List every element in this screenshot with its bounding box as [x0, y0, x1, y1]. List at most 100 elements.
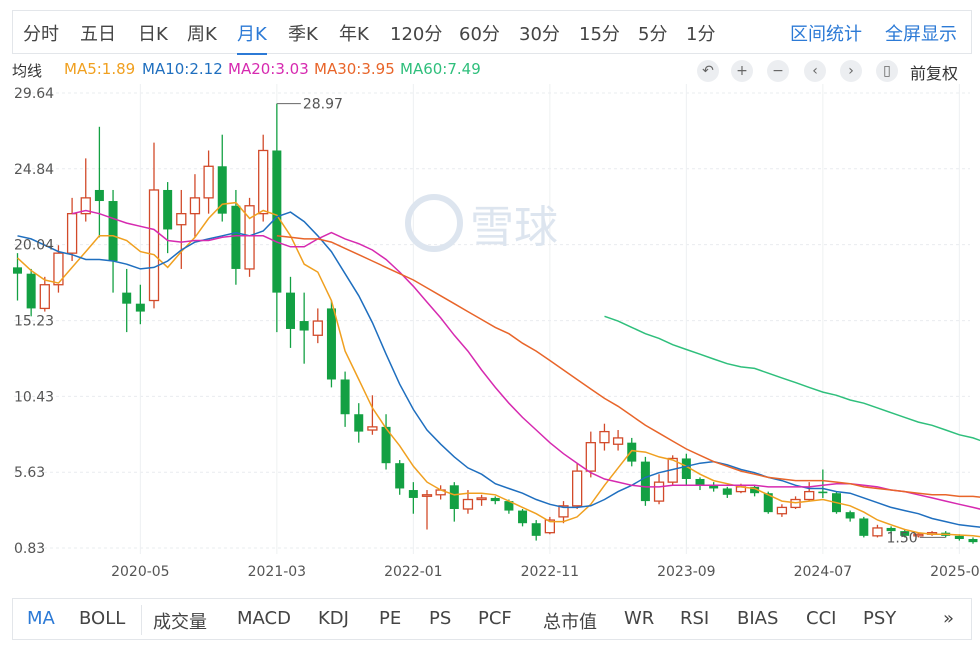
tab-period-3[interactable]: 周K — [187, 24, 217, 45]
candle-body — [286, 292, 295, 329]
ma-line-ma10 — [17, 211, 980, 528]
candle-body — [518, 510, 528, 524]
more-indicators-icon[interactable]: » — [943, 608, 955, 629]
ma-legend-item: MA10:2.12 — [142, 60, 223, 78]
ma-legend-item: MA5:1.89 — [64, 60, 136, 78]
candle-body — [585, 442, 596, 472]
x-tick-label: 2022-11 — [521, 564, 580, 580]
range-icon[interactable]: ▯ — [876, 60, 898, 82]
indicator-tab-11[interactable]: BIAS — [737, 608, 779, 629]
candle-body — [381, 426, 391, 464]
tab-period-8[interactable]: 60分 — [459, 24, 500, 45]
candle-body — [258, 149, 269, 215]
candle-body — [845, 512, 855, 519]
zoom-out-icon[interactable]: − — [767, 60, 789, 82]
candle-body — [203, 165, 214, 199]
candle-body — [231, 205, 241, 269]
indicator-tab-10[interactable]: RSI — [680, 608, 710, 629]
y-tick-label: 20.04 — [14, 238, 54, 254]
candle-body — [572, 470, 583, 507]
candle-body — [804, 490, 815, 501]
x-tick-label: 2021-03 — [248, 564, 307, 580]
candle-body — [627, 442, 637, 462]
candle-body — [163, 189, 173, 230]
candle-body — [299, 321, 309, 331]
ma-line-ma30 — [276, 235, 980, 498]
candle-body — [709, 485, 719, 489]
candle-body — [176, 213, 187, 226]
indicator-tab-5[interactable]: PE — [379, 608, 402, 629]
candle-body — [80, 197, 91, 215]
candle-body — [790, 498, 801, 509]
candle-body — [94, 189, 104, 202]
indicator-tab-4[interactable]: KDJ — [318, 608, 349, 629]
adjust-mode-toggle[interactable]: 前复权 — [910, 64, 959, 83]
zoom-in-icon[interactable]: + — [731, 60, 753, 82]
candle-body — [681, 458, 691, 479]
candle-body — [599, 430, 610, 444]
y-tick-label: 24.84 — [14, 162, 54, 178]
period-tab-bar: 分时 五日 日K 周K 月K 季K 年K 120分 60分 30分 15分 5分 1分 区间统计 全屏显示 — [12, 10, 972, 55]
tab-period-1[interactable]: 五日 — [80, 24, 116, 45]
right-icon[interactable]: › — [840, 60, 862, 82]
ma-legend-label: 均线 — [12, 62, 43, 80]
tab-period-2[interactable]: 日K — [138, 24, 168, 45]
candle-body — [408, 490, 418, 498]
candle-body — [340, 379, 350, 415]
ma-legend-item: MA20:3.03 — [228, 60, 309, 78]
undo-icon[interactable]: ↶ — [697, 60, 719, 82]
y-tick-label: 29.64 — [14, 86, 54, 102]
candle-body — [695, 478, 705, 486]
candle-body — [135, 303, 145, 312]
tab-period-12[interactable]: 1分 — [686, 24, 716, 45]
min-value-label: 1.50 — [887, 530, 918, 546]
indicator-tab-12[interactable]: CCI — [806, 608, 837, 629]
ma-legend: 均线 MA5:1.89 MA10:2.12 MA20:3.03 MA30:3.95 MA… — [12, 60, 972, 82]
indicator-tab-2[interactable]: 成交量 — [153, 612, 207, 633]
candle-body — [859, 518, 869, 536]
indicator-tab-3[interactable]: MACD — [237, 608, 291, 629]
max-value-label: 28.97 — [303, 97, 343, 113]
candle-body — [39, 284, 50, 310]
candle-body — [421, 494, 433, 497]
kline-chart[interactable]: 雪球 29.64 24.84 20.04 15.23 10.43 5.63 0.83 2020-… — [0, 84, 980, 592]
candle-body — [763, 493, 773, 513]
indicator-tab-6[interactable]: PS — [429, 608, 452, 629]
tab-period-7[interactable]: 120分 — [390, 24, 443, 45]
indicator-tab-13[interactable]: PSY — [863, 608, 897, 629]
y-tick-label: 0.83 — [14, 541, 45, 557]
candle-body — [776, 506, 788, 515]
ma-line-ma60 — [604, 315, 980, 442]
candle-body — [312, 320, 323, 336]
candle-body — [504, 501, 514, 511]
indicator-tab-7[interactable]: PCF — [478, 608, 512, 629]
tab-period-0[interactable]: 分时 — [23, 24, 59, 45]
candle-body — [750, 486, 760, 494]
x-tick-label: 2023-09 — [657, 564, 716, 580]
candle-body — [53, 252, 64, 286]
tab-period-5[interactable]: 季K — [288, 24, 318, 45]
candle-body — [462, 498, 474, 510]
candle-body — [968, 538, 978, 543]
candle-body — [148, 189, 160, 302]
tab-period-4[interactable]: 月K — [237, 20, 267, 55]
indicator-tab-0[interactable]: MA — [27, 608, 55, 629]
indicator-tab-9[interactable]: WR — [624, 608, 655, 629]
tab-period-9[interactable]: 30分 — [519, 24, 560, 45]
y-tick-label: 5.63 — [14, 465, 45, 481]
tab-period-11[interactable]: 5分 — [638, 24, 668, 45]
tab-period-10[interactable]: 15分 — [579, 24, 620, 45]
candle-body — [476, 497, 487, 501]
fullscreen-link[interactable]: 全屏显示 — [885, 24, 957, 45]
indicator-tab-8[interactable]: 总市值 — [543, 612, 597, 633]
candle-body — [531, 523, 541, 536]
tab-period-6[interactable]: 年K — [339, 24, 369, 45]
indicator-tab-1[interactable]: BOLL — [79, 608, 126, 629]
indicator-tab-bar: MA BOLL 成交量 MACD KDJ PE PS PCF 总市值 WR RSI BIAS CCI PS… — [12, 598, 972, 640]
left-icon[interactable]: ‹ — [804, 60, 826, 82]
candle-body — [640, 461, 650, 502]
ma-line-ma20 — [71, 209, 980, 510]
candle-body — [544, 519, 555, 534]
candle-body — [872, 527, 883, 537]
range-stats-link[interactable]: 区间统计 — [790, 24, 862, 45]
